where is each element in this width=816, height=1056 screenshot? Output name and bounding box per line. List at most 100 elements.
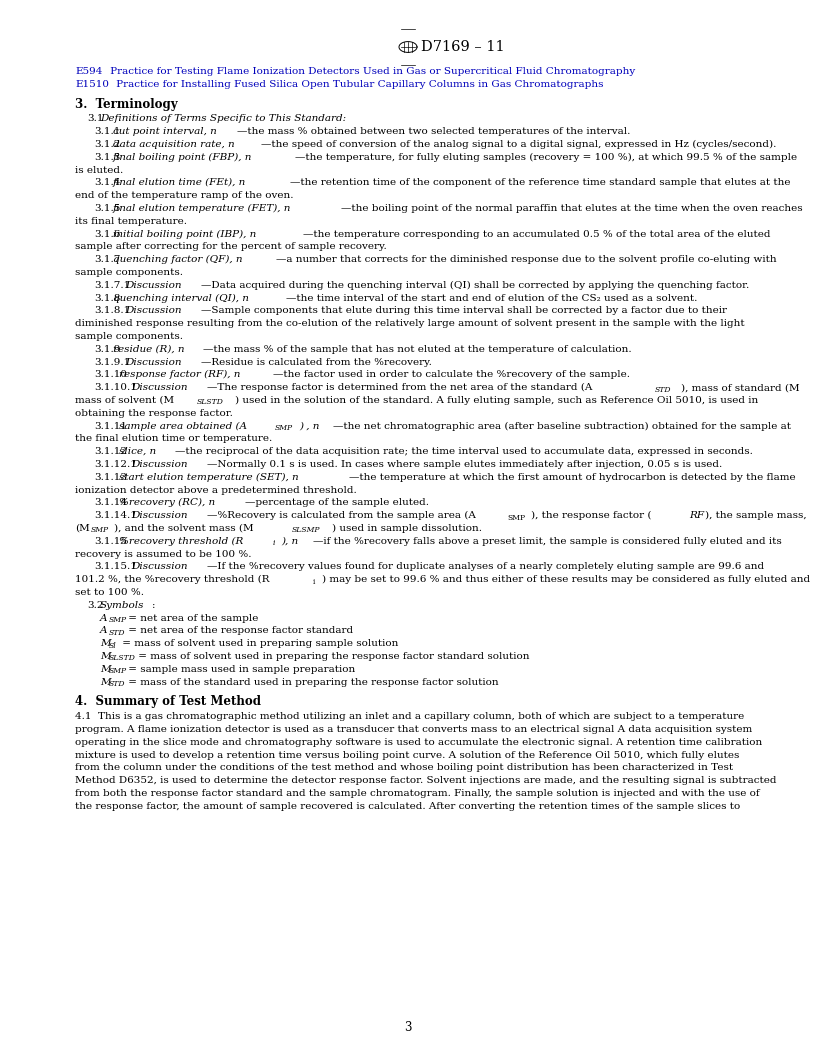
Text: 4.1  This is a gas chromatographic method utilizing an inlet and a capillary col: 4.1 This is a gas chromatographic method… <box>75 712 744 721</box>
Text: sample after correcting for the percent of sample recovery.: sample after correcting for the percent … <box>75 243 387 251</box>
Text: —the speed of conversion of the analog signal to a digital signal, expressed in : —the speed of conversion of the analog s… <box>261 140 776 149</box>
Text: 3: 3 <box>404 1021 412 1034</box>
Text: 3.1.14.1: 3.1.14.1 <box>94 511 137 521</box>
Text: SMP: SMP <box>275 425 293 432</box>
Text: —the mass % obtained between two selected temperatures of the interval.: —the mass % obtained between two selecte… <box>237 127 631 136</box>
Text: quenching interval (QI), n: quenching interval (QI), n <box>113 294 249 303</box>
Text: —The response factor is determined from the net area of the standard (A: —The response factor is determined from … <box>207 383 592 392</box>
Text: 3.1.5: 3.1.5 <box>94 204 121 213</box>
Text: 3.1.15.1: 3.1.15.1 <box>94 563 137 571</box>
Text: —the reciprocal of the data acquisition rate; the time interval used to accumula: —the reciprocal of the data acquisition … <box>175 447 753 456</box>
Text: SLSMP: SLSMP <box>291 527 320 534</box>
Text: 3.1.7.1: 3.1.7.1 <box>94 281 131 289</box>
Text: 3.1.11: 3.1.11 <box>94 421 127 431</box>
Text: —the retention time of the component of the reference time standard sample that : —the retention time of the component of … <box>290 178 791 187</box>
Text: M: M <box>100 639 111 648</box>
Text: Discussion: Discussion <box>131 511 188 521</box>
Text: —percentage of the sample eluted.: —percentage of the sample eluted. <box>245 498 429 507</box>
Text: = mass of solvent used in preparing sample solution: = mass of solvent used in preparing samp… <box>119 639 399 648</box>
Text: ), the sample mass,: ), the sample mass, <box>705 511 807 521</box>
Text: operating in the slice mode and chromatography software is used to accumulate th: operating in the slice mode and chromato… <box>75 738 762 747</box>
Text: final boiling point (FBP), n: final boiling point (FBP), n <box>113 153 252 162</box>
Text: 3.1.1: 3.1.1 <box>94 127 121 136</box>
Text: A: A <box>100 614 108 623</box>
Text: M: M <box>100 652 111 661</box>
Text: RF: RF <box>689 511 704 521</box>
Text: —Data acquired during the quenching interval (QI) shall be corrected by applying: —Data acquired during the quenching inte… <box>201 281 749 290</box>
Text: end of the temperature ramp of the oven.: end of the temperature ramp of the oven. <box>75 191 294 201</box>
Text: Discussion: Discussion <box>125 358 181 366</box>
Text: —the mass % of the sample that has not eluted at the temperature of calculation.: —the mass % of the sample that has not e… <box>203 344 632 354</box>
Text: ) may be set to 99.6 % and thus either of these results may be considered as ful: ) may be set to 99.6 % and thus either o… <box>322 576 809 584</box>
Text: :: : <box>152 601 156 609</box>
Text: 3.1.15: 3.1.15 <box>94 536 127 546</box>
Text: —if the %recovery falls above a preset limit, the sample is considered fully elu: —if the %recovery falls above a preset l… <box>313 536 782 546</box>
Text: mixture is used to develop a retention time versus boiling point curve. A soluti: mixture is used to develop a retention t… <box>75 751 739 759</box>
Text: the response factor, the amount of sample recovered is calculated. After convert: the response factor, the amount of sampl… <box>75 802 740 811</box>
Text: ) used in sample dissolution.: ) used in sample dissolution. <box>331 524 481 533</box>
Text: 3.1.7: 3.1.7 <box>94 256 121 264</box>
Text: response factor (RF), n: response factor (RF), n <box>119 371 241 379</box>
Text: sample components.: sample components. <box>75 268 183 277</box>
Text: diminished response resulting from the co-elution of the relatively large amount: diminished response resulting from the c… <box>75 319 745 328</box>
Text: = net area of the sample: = net area of the sample <box>125 614 258 623</box>
Text: 3.1.8: 3.1.8 <box>94 294 121 303</box>
Text: the final elution time or temperature.: the final elution time or temperature. <box>75 434 273 444</box>
Text: Symbols: Symbols <box>100 601 144 609</box>
Text: mass of solvent (M: mass of solvent (M <box>75 396 174 404</box>
Text: —the time interval of the start and end of elution of the CS₂ used as a solvent.: —the time interval of the start and end … <box>286 294 698 303</box>
Text: 3.1.10.1: 3.1.10.1 <box>94 383 137 392</box>
Text: —Sample components that elute during this time interval shall be corrected by a : —Sample components that elute during thi… <box>201 306 727 316</box>
Text: set to 100 %.: set to 100 %. <box>75 588 144 597</box>
Text: 3.1.2: 3.1.2 <box>94 140 121 149</box>
Text: data acquisition rate, n: data acquisition rate, n <box>113 140 235 149</box>
Text: from both the response factor standard and the sample chromatogram. Finally, the: from both the response factor standard a… <box>75 789 760 798</box>
Text: start elution temperature (SET), n: start elution temperature (SET), n <box>119 473 299 482</box>
Text: —Residue is calculated from the %recovery.: —Residue is calculated from the %recover… <box>201 358 432 366</box>
Text: SLSTD: SLSTD <box>109 655 136 662</box>
Text: = mass of solvent used in preparing the response factor standard solution: = mass of solvent used in preparing the … <box>135 652 530 661</box>
Text: 3.1.8.1: 3.1.8.1 <box>94 306 131 316</box>
Text: 3.1.3: 3.1.3 <box>94 153 121 162</box>
Text: Discussion: Discussion <box>131 383 188 392</box>
Text: —the factor used in order to calculate the %recovery of the sample.: —the factor used in order to calculate t… <box>273 371 630 379</box>
Text: ), mass of standard (M: ), mass of standard (M <box>681 383 800 392</box>
Text: SMP: SMP <box>109 616 127 624</box>
Text: E594: E594 <box>75 67 102 76</box>
Text: D7169 – 11: D7169 – 11 <box>421 40 504 54</box>
Text: E1510: E1510 <box>75 80 109 89</box>
Text: 3.1.10: 3.1.10 <box>94 371 127 379</box>
Text: %recovery (RC), n: %recovery (RC), n <box>119 498 215 508</box>
Text: 4.  Summary of Test Method: 4. Summary of Test Method <box>75 696 261 709</box>
Text: —the temperature, for fully eluting samples (recovery = 100 %), at which 99.5 % : —the temperature, for fully eluting samp… <box>295 153 797 162</box>
Text: %recovery threshold (R: %recovery threshold (R <box>119 536 243 546</box>
Text: —%Recovery is calculated from the sample area (A: —%Recovery is calculated from the sample… <box>207 511 479 521</box>
Text: 3.1.9: 3.1.9 <box>94 344 121 354</box>
Text: (M: (M <box>75 524 90 533</box>
Text: 3.1: 3.1 <box>87 114 104 124</box>
Text: = mass of the standard used in preparing the response factor solution: = mass of the standard used in preparing… <box>125 678 499 686</box>
Text: ) used in the solution of the standard. A fully eluting sample, such as Referenc: ) used in the solution of the standard. … <box>235 396 758 406</box>
Text: = sample mass used in sample preparation: = sample mass used in sample preparation <box>125 665 355 674</box>
Text: Definitions of Terms Specific to This Standard:: Definitions of Terms Specific to This St… <box>100 114 346 124</box>
Text: SMP: SMP <box>91 527 109 534</box>
Text: from the column under the conditions of the test method and whose boiling point : from the column under the conditions of … <box>75 763 733 772</box>
Text: its final temperature.: its final temperature. <box>75 216 187 226</box>
Text: M: M <box>100 678 111 686</box>
Text: ), the response factor (: ), the response factor ( <box>531 511 651 521</box>
Text: STD: STD <box>655 385 672 394</box>
Text: STD: STD <box>109 680 126 689</box>
Text: —If the %recovery values found for duplicate analyses of a nearly completely elu: —If the %recovery values found for dupli… <box>207 563 764 571</box>
Text: quenching factor (QF), n: quenching factor (QF), n <box>113 256 242 264</box>
Text: 3.2: 3.2 <box>87 601 104 609</box>
Text: ), n: ), n <box>281 536 298 546</box>
Text: 3.1.13: 3.1.13 <box>94 473 127 482</box>
Text: 101.2 %, the %recovery threshold (R: 101.2 %, the %recovery threshold (R <box>75 576 269 584</box>
Text: Discussion: Discussion <box>125 281 181 289</box>
Text: recovery is assumed to be 100 %.: recovery is assumed to be 100 %. <box>75 549 251 559</box>
Text: ) , n: ) , n <box>299 421 319 431</box>
Text: —Normally 0.1 s is used. In cases where sample elutes immediately after injectio: —Normally 0.1 s is used. In cases where … <box>207 460 722 469</box>
Text: Method D6352, is used to determine the detector response factor. Solvent injecti: Method D6352, is used to determine the d… <box>75 776 777 785</box>
Text: cut point interval, n: cut point interval, n <box>113 127 217 136</box>
Text: 3.1.6: 3.1.6 <box>94 229 121 239</box>
